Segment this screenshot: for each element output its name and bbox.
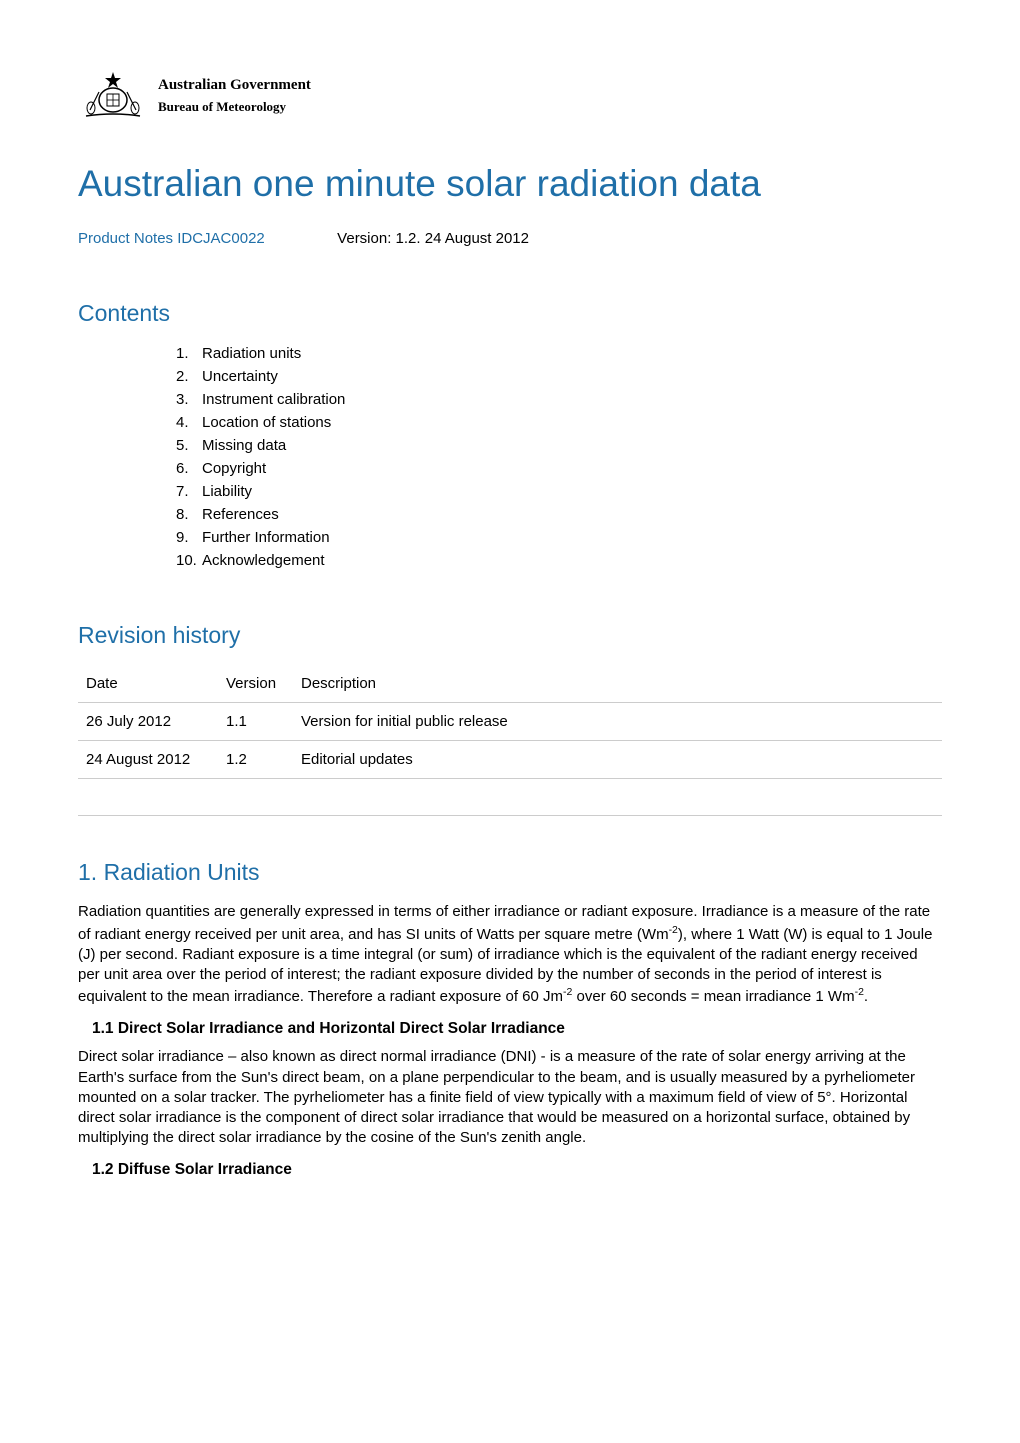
section1-heading: 1. Radiation Units — [78, 856, 942, 888]
table-row: 26 July 2012 1.1 Version for initial pub… — [78, 703, 942, 741]
col-description: Description — [293, 665, 942, 703]
cell-version: 1.1 — [218, 703, 293, 741]
subsection-1-1-para: Direct solar irradiance – also known as … — [78, 1047, 942, 1148]
contents-item: 4.Location of stations — [176, 412, 942, 433]
contents-item: 8.References — [176, 504, 942, 525]
contents-item: 3.Instrument calibration — [176, 389, 942, 410]
cell-description: Version for initial public release — [293, 703, 942, 741]
cell-description: Editorial updates — [293, 741, 942, 779]
subsection-1-1-heading: 1.1 Direct Solar Irradiance and Horizont… — [92, 1018, 942, 1040]
contents-list: 1.Radiation units 2.Uncertainty 3.Instru… — [176, 343, 942, 571]
logo-block: Australian Government Bureau of Meteorol… — [78, 72, 942, 120]
table-row: 24 August 2012 1.2 Editorial updates — [78, 741, 942, 779]
contents-item: 10.Acknowledgement — [176, 550, 942, 571]
contents-heading: Contents — [78, 297, 942, 329]
logo-line2: Bureau of Meteorology — [158, 98, 311, 116]
section1-para: Radiation quantities are generally expre… — [78, 902, 942, 1007]
logo-text: Australian Government Bureau of Meteorol… — [158, 75, 311, 116]
gov-crest-icon — [78, 72, 148, 120]
col-date: Date — [78, 665, 218, 703]
cell-version: 1.2 — [218, 741, 293, 779]
contents-item: 2.Uncertainty — [176, 366, 942, 387]
revision-heading: Revision history — [78, 619, 942, 651]
cell-date: 24 August 2012 — [78, 741, 218, 779]
subsection-1-2-heading: 1.2 Diffuse Solar Irradiance — [92, 1159, 942, 1181]
cell-date: 26 July 2012 — [78, 703, 218, 741]
divider — [78, 815, 942, 816]
table-header-row: Date Version Description — [78, 665, 942, 703]
meta-line: Product Notes IDCJAC0022 Version: 1.2. 2… — [78, 228, 942, 249]
page-title: Australian one minute solar radiation da… — [78, 158, 942, 210]
product-notes: Product Notes IDCJAC0022 — [78, 228, 333, 249]
logo-line1: Australian Government — [158, 75, 311, 96]
contents-item: 1.Radiation units — [176, 343, 942, 364]
contents-item: 5.Missing data — [176, 435, 942, 456]
contents-item: 6.Copyright — [176, 458, 942, 479]
version-date: Version: 1.2. 24 August 2012 — [337, 228, 529, 249]
revision-table: Date Version Description 26 July 2012 1.… — [78, 665, 942, 779]
contents-item: 9.Further Information — [176, 527, 942, 548]
col-version: Version — [218, 665, 293, 703]
contents-item: 7.Liability — [176, 481, 942, 502]
